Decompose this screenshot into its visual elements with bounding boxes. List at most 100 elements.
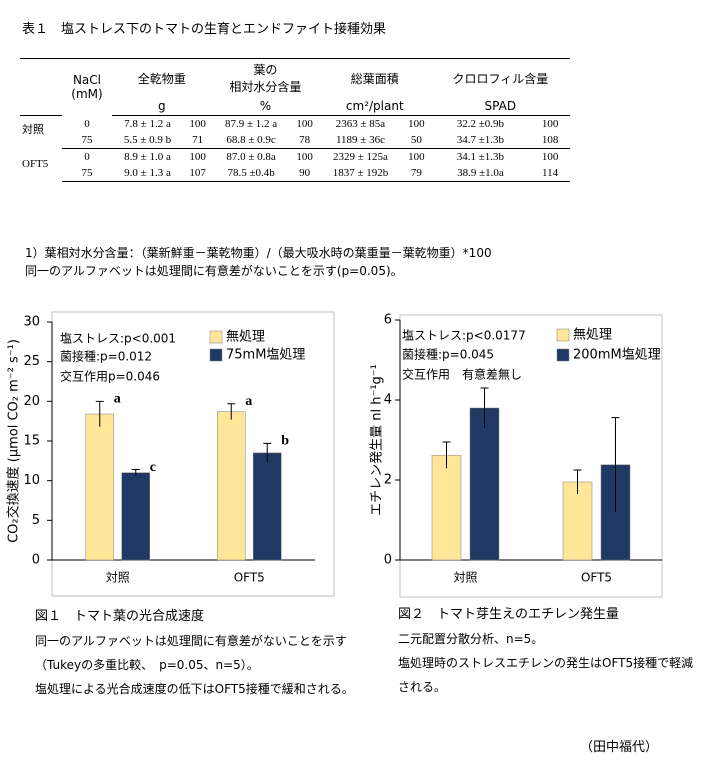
cell: 90	[290, 165, 319, 182]
caption-title: 図２ トマト芽生えのエチレン発生量	[398, 607, 620, 622]
y-tick-label: 15	[23, 434, 40, 449]
bar	[469, 407, 500, 561]
header-cell: クロロフィル含量	[430, 58, 570, 97]
table-row: 75 9.0 ± 1.3 a 107 78.5 ±0.4b 90 1837 ± 192b 7…	[20, 165, 570, 182]
significance-letter: c	[150, 460, 156, 475]
cell: 100	[541, 151, 559, 163]
cell: 108	[530, 132, 570, 149]
cell: 107	[183, 165, 212, 182]
header: クロロフィル含量	[452, 71, 549, 86]
cell: 75	[62, 132, 112, 149]
cell: 34.1 ±1.3b	[456, 151, 505, 163]
table-note: 同一のアルファベットは処理間に有意差がないことを示す(p=0.05)。	[25, 264, 403, 278]
x-tick-label: OFT5	[234, 571, 265, 585]
error-bar	[480, 387, 489, 428]
legend-swatch	[209, 330, 223, 344]
cell: 1837 ± 192b	[318, 165, 403, 182]
header: NaCl	[72, 73, 101, 88]
cell: 100	[541, 118, 559, 130]
cell	[20, 97, 63, 116]
group-label: OFT5	[22, 157, 49, 170]
bar	[253, 452, 282, 561]
header: 相対水分含量	[229, 80, 302, 94]
annotation: 塩ストレス:p<0.0177	[402, 328, 526, 343]
cell: 32.2 ±0.9b	[456, 118, 505, 130]
annotation: 交互作用p=0.046	[60, 369, 160, 384]
cell: 87.0 ± 0.8a	[226, 151, 276, 163]
cell: 34.7 ±1.3b	[430, 132, 531, 149]
annotation: 菌接種:p=0.045	[402, 347, 494, 362]
cell: 2363 ± 85a	[335, 118, 386, 130]
figure-caption: 図１ トマト葉の光合成速度 同一のアルファベットは処理間に有意差がないことを示す（…	[35, 605, 360, 701]
caption-title: 図１ トマト葉の光合成速度	[35, 609, 205, 624]
y-tick-label: 25	[23, 354, 40, 369]
y-tick-label: 0	[32, 553, 40, 568]
significance-letter: a	[114, 392, 121, 407]
table-row: 75 5.5 ± 0.9 b 71 68.8 ± 0.9c 78 1189 ± 36c 50…	[20, 132, 570, 149]
legend-label: 200mM塩処理	[573, 348, 661, 363]
cell: 5.5 ± 0.9 b	[111, 132, 184, 149]
bar	[431, 454, 462, 561]
y-tick-label: 4	[384, 393, 392, 408]
caption-line: 二元配置分散分析、n=5。	[398, 632, 544, 646]
y-axis-label: エチレン発生量 nl h⁻¹g⁻¹	[370, 364, 385, 516]
cell: 0	[84, 151, 90, 163]
annotation: 菌接種:p=0.012	[60, 349, 152, 364]
unit-row: g % cm²/plant SPAD	[20, 97, 570, 116]
bar	[85, 413, 114, 561]
cell: 78	[290, 132, 319, 149]
legend-swatch	[209, 348, 223, 362]
cell: 38.9 ±1.0a	[430, 165, 531, 182]
legend-label: 75mM塩処理	[226, 348, 305, 363]
chart: 0 2 4 6 エチレン発生量 nl h⁻¹g⁻¹ 塩ストレス:p<0.0177 菌接種:p…	[370, 313, 663, 598]
unit: g	[111, 97, 212, 116]
cell: 9.0 ± 1.3 a	[111, 165, 184, 182]
error-bar	[131, 469, 140, 476]
cell: 75	[62, 165, 112, 182]
header-cell: 総葉面積	[318, 58, 431, 97]
table-note: 1）葉相対水分含量：（葉新鮮重－葉乾物重）/（最大吸水時の葉重量－葉乾物重）*1…	[25, 246, 492, 260]
header: 全乾物重	[137, 71, 186, 86]
table-row: OFT5 0 8.9 ± 1.0 a 100 87.0 ± 0.8a 100 2329 ± …	[20, 149, 570, 170]
y-tick-label: 10	[23, 473, 40, 488]
unit: %	[211, 97, 319, 116]
error-bar	[227, 403, 236, 420]
legend-label: 無処理	[226, 330, 265, 345]
cell: 68.8 ± 0.9c	[211, 132, 291, 149]
annotation: 交互作用 有意差無し	[402, 367, 522, 382]
unit: cm²/plant	[318, 97, 431, 116]
caption-line: 塩処理時のストレスエチレンの発生はOFT5接種で軽減される。	[398, 656, 694, 694]
group-label: 対照	[22, 123, 44, 136]
header-cell: 葉の 相対水分含量	[211, 58, 319, 97]
cell: 8.9 ± 1.0 a	[124, 151, 171, 163]
caption-line: 塩処理による光合成速度の低下はOFT5接種で緩和される。	[35, 682, 354, 696]
legend-swatch	[556, 328, 570, 342]
cell: 78.5 ±0.4b	[211, 165, 291, 182]
header-row: NaCl (mM) 全乾物重 葉の相対水分含量 総葉面積 クロロフィル含量	[20, 58, 570, 116]
cell: 2329 ± 125a	[333, 151, 388, 163]
annotation: 塩ストレス:p<0.001	[60, 331, 176, 346]
table-row: 対照 0 7.8 ± 1.2 a 100 87.9 ± 1.2 a 100 2363 ± 8…	[20, 116, 570, 136]
header-cell: 全乾物重	[111, 58, 212, 97]
significance-letter: b	[281, 434, 289, 449]
cell: 1189 ± 36c	[318, 132, 403, 149]
x-tick-label: 対照	[453, 571, 477, 585]
legend-label: 無処理	[573, 328, 612, 343]
header: 葉の	[253, 63, 278, 77]
error-bar	[573, 469, 582, 494]
header-cell: NaCl (mM)	[62, 58, 112, 116]
significance-letter: a	[245, 394, 252, 409]
cell: 100	[189, 118, 206, 130]
y-axis-label: CO₂交換速度 (μmol CO₂ m⁻² s⁻¹)	[6, 339, 22, 543]
cell: 100	[296, 151, 313, 163]
error-bar	[442, 441, 451, 469]
bar	[562, 481, 593, 561]
y-tick-label: 6	[384, 313, 392, 328]
y-tick-label: 20	[23, 394, 40, 409]
cell: 87.9 ± 1.2 a	[225, 118, 278, 130]
y-tick-label: 30	[23, 315, 40, 330]
unit: SPAD	[430, 97, 570, 116]
x-tick-label: OFT5	[581, 571, 612, 585]
cell: 79	[402, 165, 431, 182]
